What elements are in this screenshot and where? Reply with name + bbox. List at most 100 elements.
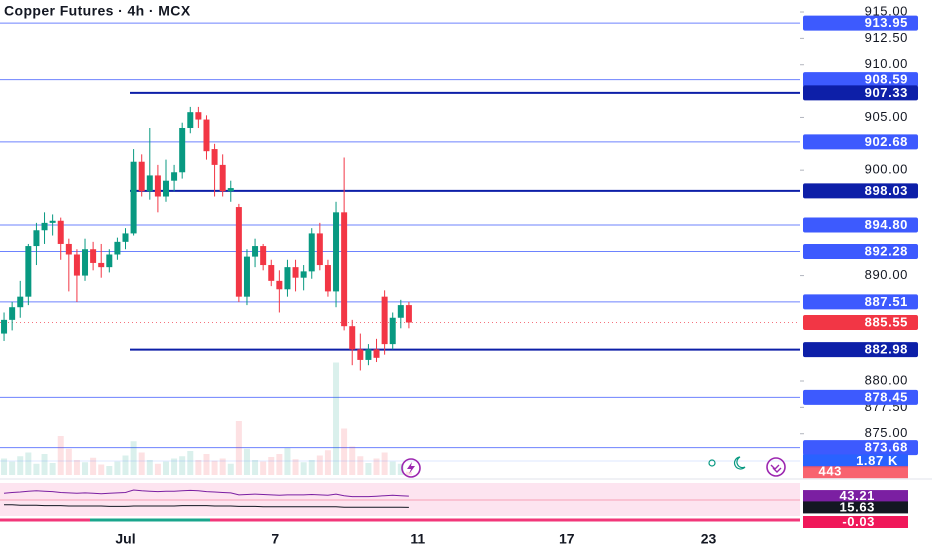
candle-body [333,212,340,292]
volume-bar [17,456,24,475]
candle-body [235,207,242,297]
volume-bar [365,463,372,475]
price-axis: 915.00 912.50 910.00 905.00 900.00 890.00 880.… [115,3,908,547]
candle-body [316,233,323,266]
x-tick-label: 17 [559,531,575,547]
level-label: 887.51 [865,294,908,309]
candle-body [73,254,80,276]
volume-bar [316,455,323,475]
level-label: 898.03 [865,183,908,198]
level-box [803,183,918,199]
candle-body [179,127,186,173]
x-tick-label: 7 [271,531,279,547]
last-price-box [803,314,918,330]
level-label: 902.68 [865,134,908,149]
candle-body [25,246,32,297]
level-box [803,15,918,31]
y-tick-label: 912.50 [865,30,908,45]
volume-bar [243,448,250,475]
volume-bar [389,461,396,475]
level-box [803,244,918,260]
level-box [803,342,918,358]
candle-body [308,233,315,272]
y-tick-label: 910.00 [865,56,908,71]
candle-body [138,161,145,192]
volume-bar [33,463,40,475]
volume-bar [357,456,364,475]
candle-body [162,180,169,197]
indicator-box [803,490,908,503]
candle-body [114,241,121,255]
volume-bar [138,452,145,475]
volume-bar [90,457,97,475]
icon[interactable] [401,458,421,478]
level-box [803,440,918,456]
candle-body [33,230,40,247]
level-box [803,72,918,88]
candle-body [284,267,291,290]
volume-bar [308,460,315,475]
volume-bar [106,466,113,475]
candle-body [365,349,372,360]
level-label: 878.45 [865,389,908,404]
candle-body [130,161,137,234]
volume-bar [187,451,194,475]
y-tick-label: 915.00 [865,3,908,18]
volume-bar [179,456,186,475]
candle-body [203,119,210,152]
indicator-line [4,504,409,508]
level-box [803,389,918,405]
candle-body [389,317,396,345]
volume-bar [98,464,105,475]
volume-bar [171,458,178,475]
candle-body [90,249,97,263]
candle-body [187,112,194,128]
level-box [803,134,918,150]
level-label: 873.68 [865,440,908,455]
icons [401,456,786,478]
y-tick-label: 905.00 [865,109,908,124]
icon [734,456,746,470]
volume-bar [381,452,388,475]
candle-body [41,222,48,231]
volume-bar [333,362,340,475]
volume-bar [49,463,56,475]
candle-body [381,296,388,345]
candles [1,106,412,371]
volume-bar [268,457,275,475]
candle-body [219,164,226,192]
candle-body [268,265,275,281]
volume-bar [146,460,153,475]
volume-bar [82,462,89,475]
volume-bar [162,461,169,475]
volume-bar [41,454,48,475]
volume [0,362,800,475]
indicator [3,489,409,508]
icon[interactable] [766,457,786,477]
last-volume-box [803,466,908,479]
volume-bar [324,450,331,475]
candle-body [260,246,267,266]
volume-bar [9,461,16,475]
volume-bar [122,455,129,475]
candle-body [171,172,178,181]
volume-bar [260,461,267,475]
candle-body [324,265,331,292]
chart-title: Copper Futures · 4h · MCX [4,3,191,19]
volume-bar [130,441,137,475]
volume-bar [252,460,259,475]
volume-bar [1,458,8,475]
level-box [803,217,918,233]
last-volume-label: 443 [819,464,843,479]
candle-body [106,254,113,268]
volume-bar [284,448,291,475]
candle-body [146,175,153,192]
level-box [803,85,918,101]
x-tick-label: Jul [115,531,135,547]
histogram-box [803,516,908,528]
volume-bar [341,428,348,475]
level-label: 892.28 [865,243,908,258]
x-tick-label: 11 [410,531,425,547]
